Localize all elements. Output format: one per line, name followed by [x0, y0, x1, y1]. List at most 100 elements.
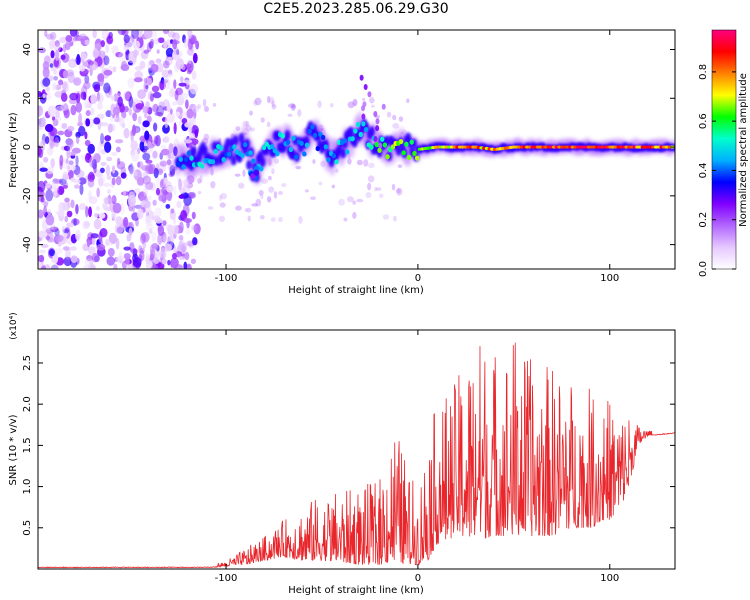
spectrogram-noise-blob: [287, 103, 295, 109]
spectrogram-noise-blob: [210, 181, 216, 189]
spectrogram-noise-blob: [169, 108, 173, 115]
spectrogram-noise-blob: [162, 60, 170, 69]
spectrogram-noise-blob: [145, 101, 150, 109]
spectrogram-noise-blob: [69, 139, 74, 148]
spectrogram-noise-blob: [128, 166, 136, 174]
spectrogram-noise-blob: [81, 52, 87, 60]
colorbar-ticks: 0.0 0.2 0.4 0.6 0.8: [698, 64, 736, 277]
spectrogram-noise-blob: [163, 177, 167, 186]
spectrogram-noise-blob: [162, 123, 170, 134]
spectrogram-noise-blob: [131, 124, 137, 136]
spectrogram-noise-blob: [242, 120, 248, 127]
colorbar: 0.0 0.2 0.4 0.6 0.8 Normalized spectral ampl…: [698, 29, 749, 277]
spectrogram-noise-blob: [154, 207, 162, 218]
spectrogram-noise-blob: [75, 155, 79, 167]
spectrogram-noise-blob: [166, 185, 174, 193]
spectrogram-noise-blob: [73, 77, 82, 86]
spectrogram-noise-blob: [151, 264, 159, 269]
spectrogram-noise-blob: [178, 255, 186, 261]
spectrogram-noise-blob: [88, 206, 92, 218]
spectrogram-noise-blob: [185, 99, 189, 110]
spectrogram-noise-blob: [183, 37, 189, 48]
spectrogram-noise-blob: [178, 194, 186, 199]
spectrogram-ridge-core: [345, 149, 350, 155]
spectrogram-noise-blob: [158, 188, 167, 200]
spectrogram-noise-blob: [391, 183, 396, 191]
spectrogram-noise-blob: [173, 79, 177, 90]
spectrogram-ridge-band: [190, 146, 197, 157]
spectrogram-noise-blob: [193, 129, 199, 138]
spectrogram-noise-blob: [189, 132, 195, 138]
spectrogram-noise-blob: [100, 40, 105, 48]
spectrogram-noise-blob: [49, 226, 59, 233]
spectrogram-noise-blob: [178, 240, 183, 250]
spectrogram-noise-blob: [146, 205, 152, 213]
spectrogram-noise-blob: [67, 125, 75, 132]
spectrogram-ridge-core: [275, 151, 280, 157]
spectrogram-noise-blob: [105, 110, 112, 118]
spectrogram-noise-blob: [134, 187, 141, 194]
spectrogram-noise-blob: [182, 203, 190, 216]
spectrogram-ridge-band: [340, 148, 347, 159]
spectrogram-noise-blob: [145, 85, 149, 90]
spectrogram-noise-blob: [123, 252, 131, 260]
spectrogram-noise-blob: [62, 43, 67, 53]
spectrogram-noise-blob: [176, 200, 182, 209]
spectrogram-ridge-core: [358, 131, 363, 138]
spectrogram-noise-blob: [235, 126, 241, 132]
spectrogram-noise-blob: [55, 110, 60, 119]
spectrogram-noise-blob: [99, 228, 108, 238]
spectrogram-ridge-streak: [378, 142, 383, 149]
spectrogram-noise-blob: [75, 101, 83, 113]
spectrogram-noise-blob: [44, 123, 54, 133]
spectrogram-noise-blob: [70, 164, 76, 171]
spectrogram-noise-blob: [91, 236, 96, 246]
spectrogram-ridge-band: [284, 129, 291, 140]
spectrogram-y-tick-label: 0: [22, 144, 33, 150]
spectrogram-ridge-streak: [373, 136, 378, 143]
spectrogram-noise-blob: [312, 159, 316, 164]
spectrogram-noise-blob: [249, 127, 255, 132]
spectrogram-noise-blob: [49, 31, 57, 41]
spectrogram-noise-blob: [73, 184, 80, 189]
spectrogram-noise-blob: [67, 202, 71, 209]
spectrogram-noise-blob: [174, 89, 179, 101]
spectrogram-noise-blob: [141, 231, 150, 243]
spectrogram-noise-blob: [151, 242, 159, 250]
spectrogram-noise-blob: [352, 200, 357, 205]
spectrogram-noise-blob: [121, 30, 129, 36]
spectrogram-noise-blob: [128, 227, 133, 237]
spectrogram-noise-blob: [81, 39, 86, 45]
spectrogram-noise-blob: [113, 117, 121, 123]
spectrogram-noise-blob: [79, 203, 87, 211]
spectrogram-noise-blob: [172, 39, 178, 50]
spectrogram-noise-blob: [78, 112, 83, 125]
spectrogram-noise-blob: [178, 178, 182, 191]
spectrogram-noise-blob: [258, 190, 264, 196]
spectrogram-ridge-core: [390, 144, 396, 150]
spectrogram-noise-blob: [153, 256, 160, 265]
spectrogram-noise-blob: [187, 30, 193, 40]
spectrogram-ridge-band: [246, 160, 253, 171]
spectrogram-ridge-core: [326, 157, 331, 163]
spectrogram-noise-blob: [106, 256, 115, 266]
spectrogram-noise-blob: [127, 77, 135, 89]
spectrogram-noise-blob: [111, 212, 116, 219]
spectrogram-noise-blob: [112, 66, 117, 73]
spectrogram-noise-blob: [159, 160, 168, 167]
spectrogram-noise-blob: [183, 217, 193, 224]
spectrogram-noise-blob: [123, 91, 131, 101]
spectrogram-noise-blob: [86, 254, 93, 262]
snr-panel: -100 0 100 2.5 2.0 1.5 1.0 0.5 Height of strai…: [8, 312, 676, 596]
spectrogram-noise-blob: [338, 198, 345, 206]
spectrogram-noise-blob: [271, 103, 277, 110]
spectrogram-noise-blob: [170, 150, 174, 163]
spectrogram-noise-blob: [63, 246, 70, 251]
spectrogram-noise-blob: [118, 252, 123, 262]
spectrogram-noise-blob: [234, 173, 241, 177]
spectrogram-ridge-core: [285, 139, 291, 145]
spectrogram-noise-blob: [123, 246, 131, 251]
spectrogram-noise-blob: [70, 255, 78, 264]
spectrogram-ridge-core: [334, 159, 339, 165]
